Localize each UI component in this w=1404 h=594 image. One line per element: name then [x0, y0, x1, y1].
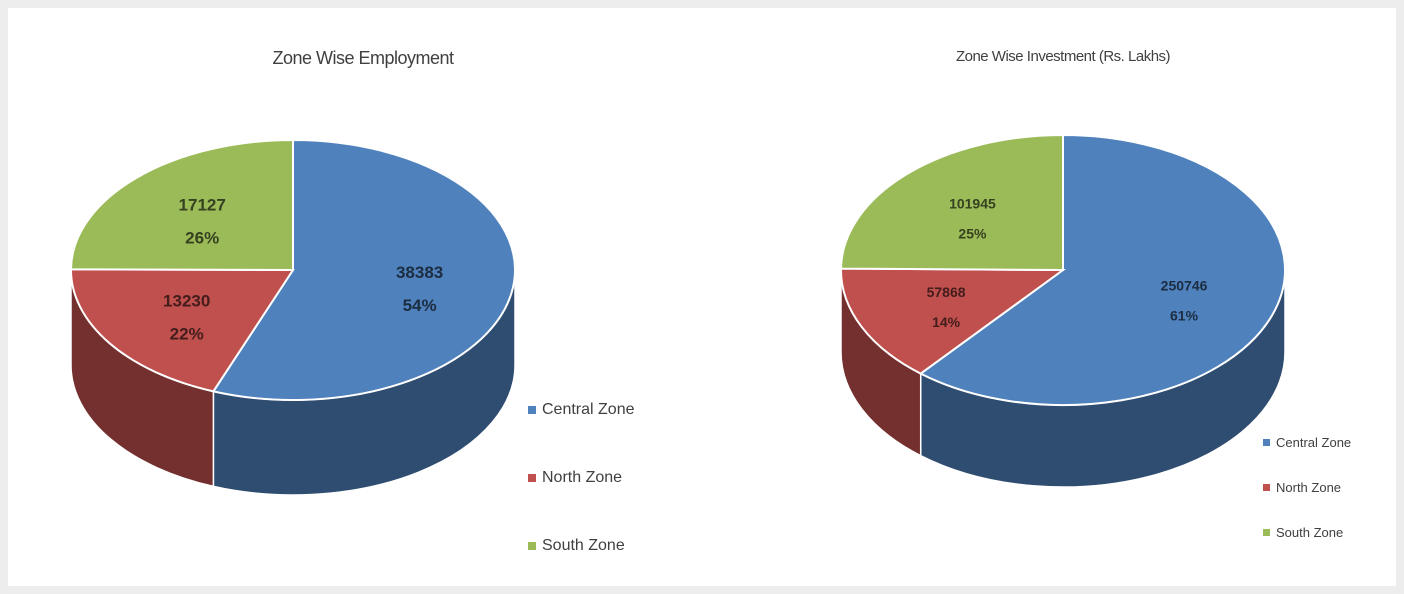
data-label-percent: 14%	[932, 314, 961, 330]
pie-slice-north	[70, 268, 295, 393]
legend-label: North Zone	[542, 469, 623, 486]
legend-item-north: North Zone	[1263, 465, 1351, 510]
pie-slice-south	[839, 133, 1064, 272]
chart-title: Zone Wise Investment (Rs. Lakhs)	[955, 48, 1171, 65]
pie-slice-central	[211, 138, 516, 401]
legend-swatch	[528, 474, 536, 482]
figure-frame: Zone Wise Employment 38383 54% 13230 22% 171…	[8, 8, 1396, 586]
pie-slice-north	[840, 267, 1067, 375]
legend-swatch	[1263, 484, 1270, 491]
pie-slice-south	[69, 138, 294, 272]
data-label-value: 250746	[1161, 278, 1208, 294]
legend-item-south: South Zone	[1263, 510, 1351, 555]
legend-label: South Zone	[542, 537, 625, 554]
pie-chart: 250746 61% 57868 14% 101945 25%	[839, 133, 1286, 488]
data-label-percent: 54%	[403, 296, 437, 315]
data-label-value: 101945	[949, 195, 996, 211]
legend-swatch	[528, 542, 536, 550]
data-label-percent: 25%	[958, 225, 987, 241]
legend-swatch	[528, 406, 536, 414]
legend-item-central: Central Zone	[1263, 420, 1351, 465]
legend-label: North Zone	[1276, 480, 1342, 495]
chart-title: Zone Wise Employment	[272, 48, 454, 68]
data-label-value: 17127	[179, 196, 226, 215]
legend-label: Central Zone	[1276, 435, 1352, 450]
chart-employment: Zone Wise Employment 38383 54% 13230 22% 171…	[8, 8, 708, 586]
legend: Central Zone North Zone South Zone	[528, 376, 635, 580]
legend-swatch	[1263, 529, 1270, 536]
data-label-value: 13230	[163, 292, 210, 311]
legend: Central Zone North Zone South Zone	[1263, 420, 1351, 555]
legend-item-north: North Zone	[528, 444, 635, 512]
data-label-percent: 22%	[170, 325, 204, 344]
data-label-value: 38383	[396, 263, 443, 282]
legend-label: Central Zone	[542, 401, 635, 418]
pie-chart: 38383 54% 13230 22% 17127 26%	[69, 138, 516, 496]
legend-item-south: South Zone	[528, 512, 635, 580]
legend-item-central: Central Zone	[528, 376, 635, 444]
legend-label: South Zone	[1276, 525, 1344, 540]
data-label-percent: 26%	[185, 229, 219, 248]
data-label-value: 57868	[927, 284, 966, 300]
pie-slice-central	[918, 133, 1286, 406]
data-label-percent: 61%	[1170, 308, 1199, 324]
chart-investment: Zone Wise Investment (Rs. Lakhs) 250746 6…	[708, 8, 1396, 586]
legend-swatch	[1263, 439, 1270, 446]
